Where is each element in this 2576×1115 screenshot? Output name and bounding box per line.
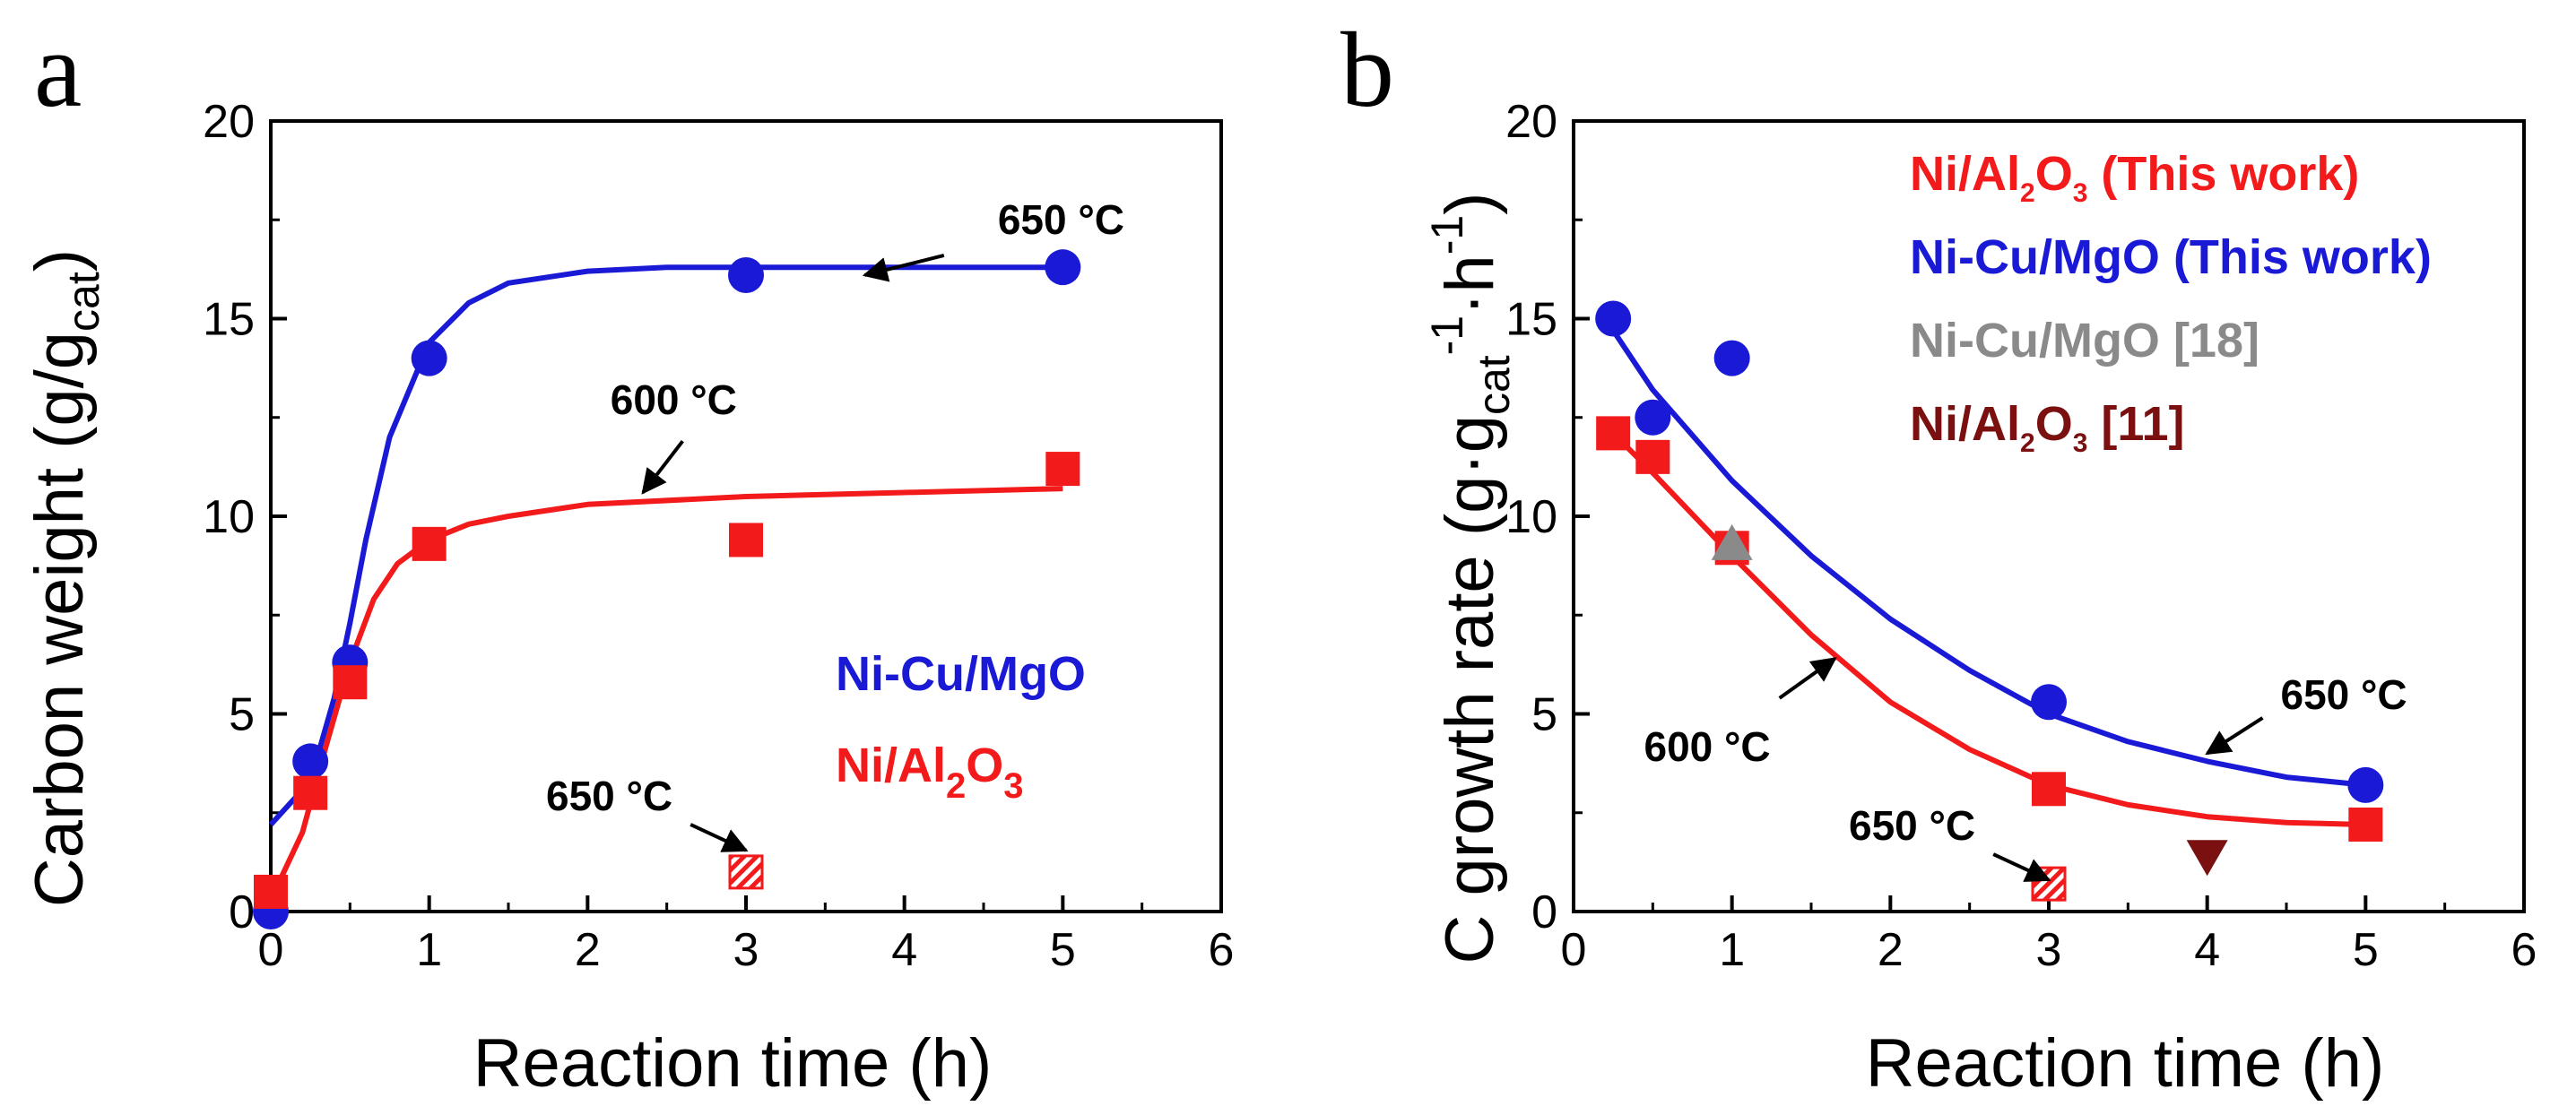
annotation-label: 650 °C (546, 773, 672, 819)
panel-b-xlabel: Reaction time (h) (1866, 1025, 2385, 1102)
legend-text: 3 (2073, 428, 2088, 458)
data-point-circle (2347, 766, 2384, 803)
annotation-label: 600 °C (611, 376, 737, 423)
data-point-circle (1045, 249, 1081, 286)
panel-b-ylabel: C growth rate (g·gcat-1·h-1) (1422, 193, 1519, 964)
legend-text: [11] (2087, 397, 2184, 451)
legend-text: Ni/Al (1910, 397, 2020, 451)
panel-a-ylabel: Carbon weight (g/gcat) (22, 249, 108, 907)
data-point-hatched (2031, 866, 2067, 902)
annotation-arrow (641, 439, 684, 495)
legend-entry: Ni/Al2O3 (This work) (1910, 147, 2359, 208)
x-tick-label: 2 (575, 924, 601, 976)
panel-a: Carbon weight (g/gcat) Reaction time (h)… (22, 96, 1234, 1102)
data-point-square (412, 526, 447, 561)
legend-text: 3 (2073, 178, 2088, 208)
legend-entry: Ni-Cu/MgO (This work) (1910, 230, 2432, 284)
legend-text: Ni/Al (1910, 147, 2020, 201)
x-tick-label: 3 (733, 924, 759, 976)
legend-entry: Ni-Cu/MgO (836, 647, 1086, 701)
data-point-circle (1713, 340, 1750, 376)
data-point-square (1635, 439, 1670, 474)
y-tick-label: 10 (1505, 491, 1557, 543)
annotation-arrow (2205, 716, 2264, 756)
annotation-arrow (1778, 657, 1837, 700)
data-point-square (293, 775, 328, 810)
legend-text: (This work) (2087, 147, 2359, 201)
panel-b-letter: b (1340, 10, 1394, 129)
legend-text: Ni-Cu/MgO (836, 647, 1086, 701)
data-point-circle (1635, 399, 1671, 436)
y-tick-label: 20 (203, 96, 255, 148)
annotation-arrow (1992, 852, 2051, 882)
x-tick-label: 4 (891, 924, 917, 976)
legend-text: Ni-Cu/MgO [18] (1910, 314, 2259, 367)
panel-a-letter: a (34, 10, 82, 129)
x-tick-label: 6 (2511, 924, 2537, 976)
x-tick-label: 2 (1878, 924, 1904, 976)
x-tick-label: 6 (1209, 924, 1235, 976)
x-tick-label: 0 (258, 924, 284, 976)
data-point-square (1045, 452, 1080, 487)
data-point-circle (728, 256, 764, 293)
data-point-hatched (728, 854, 764, 890)
annotation-label: 600 °C (1644, 723, 1771, 770)
data-point-triangle-down (2186, 840, 2228, 877)
svg-text:Carbon weight (g/gcat): Carbon weight (g/gcat) (22, 249, 108, 907)
data-point-square (2348, 807, 2383, 842)
x-tick-label: 1 (416, 924, 442, 976)
x-tick-label: 4 (2194, 924, 2220, 976)
annotation-arrow (690, 823, 749, 852)
data-point-circle (1595, 300, 1632, 337)
x-tick-label: 0 (1561, 924, 1587, 976)
y-tick-label: 5 (1531, 689, 1557, 741)
legend-text: Ni/Al (836, 739, 946, 792)
legend-text: 2 (946, 766, 966, 806)
legend-text: O (2035, 147, 2073, 201)
x-tick-label: 3 (2036, 924, 2062, 976)
y-tick-label: 20 (1505, 96, 1557, 148)
x-tick-label: 5 (2353, 924, 2379, 976)
legend-text: 2 (2020, 178, 2035, 208)
y-tick-label: 0 (229, 886, 255, 938)
annotation-arrow (862, 253, 945, 282)
legend-text: O (966, 739, 1003, 792)
legend-entry: Ni-Cu/MgO [18] (1910, 314, 2259, 367)
data-point-circle (292, 743, 329, 780)
legend-text: O (2035, 397, 2073, 451)
data-point-circle (411, 340, 447, 376)
fit-curve (1611, 431, 2366, 827)
data-point-square (333, 665, 368, 700)
panel-b: C growth rate (g·gcat-1·h-1) Reaction ti… (1422, 96, 2537, 1102)
data-point-square (729, 523, 763, 558)
data-point-square (1596, 416, 1631, 451)
legend-entry: Ni/Al2O3 [11] (1910, 397, 2184, 458)
x-tick-label: 1 (1719, 924, 1745, 976)
data-point-square (254, 874, 288, 909)
annotation-label: 650 °C (2281, 671, 2407, 718)
y-tick-label: 5 (229, 689, 255, 741)
x-tick-label: 5 (1050, 924, 1076, 976)
y-tick-label: 0 (1531, 886, 1557, 938)
data-point-circle (2031, 684, 2067, 721)
annotation-label: 650 °C (998, 196, 1124, 243)
panel-a-xlabel: Reaction time (h) (473, 1025, 993, 1102)
y-tick-label: 15 (1505, 294, 1557, 346)
legend-text: 3 (1003, 766, 1023, 806)
y-tick-label: 10 (203, 491, 255, 543)
fit-curve (1610, 329, 2366, 788)
svg-text:C growth rate (g·gcat-1·h-1): C growth rate (g·gcat-1·h-1) (1422, 193, 1519, 964)
legend-entry: Ni/Al2O3 (836, 739, 1024, 806)
data-point-triangle-up (1711, 523, 1753, 560)
legend-text: 2 (2020, 428, 2035, 458)
y-tick-label: 15 (203, 294, 255, 346)
annotation-label: 650 °C (1849, 802, 1975, 849)
legend-text: Ni-Cu/MgO (This work) (1910, 230, 2432, 284)
data-point-square (2032, 772, 2066, 807)
